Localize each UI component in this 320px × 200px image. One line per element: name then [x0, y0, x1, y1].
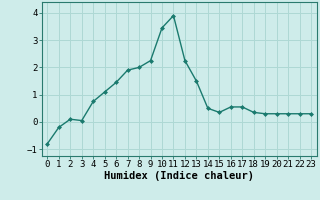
X-axis label: Humidex (Indice chaleur): Humidex (Indice chaleur): [104, 171, 254, 181]
